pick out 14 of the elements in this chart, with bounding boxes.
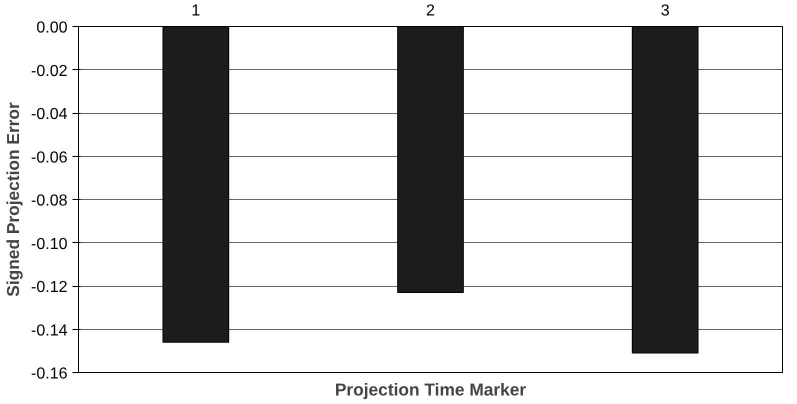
y-tick-label: -0.16 [31, 366, 68, 382]
y-tick-label: -0.08 [31, 192, 68, 210]
x-axis-title: Projection Time Marker [334, 380, 526, 400]
x-tick-label: 1 [191, 2, 200, 20]
y-tick-label: -0.02 [31, 62, 68, 80]
y-tick-label: -0.10 [31, 236, 68, 253]
y-tick-label: -0.12 [31, 279, 68, 296]
y-tick-label: -0.14 [31, 322, 68, 340]
x-tick-label: 3 [660, 2, 670, 20]
x-tick-label: 2 [426, 2, 436, 20]
y-tick-label: 0.00 [36, 20, 68, 36]
y-axis-title: Signed Projection Error [3, 102, 24, 297]
y-tick-label: -0.04 [31, 106, 68, 123]
y-tick-label: -0.06 [31, 149, 68, 166]
